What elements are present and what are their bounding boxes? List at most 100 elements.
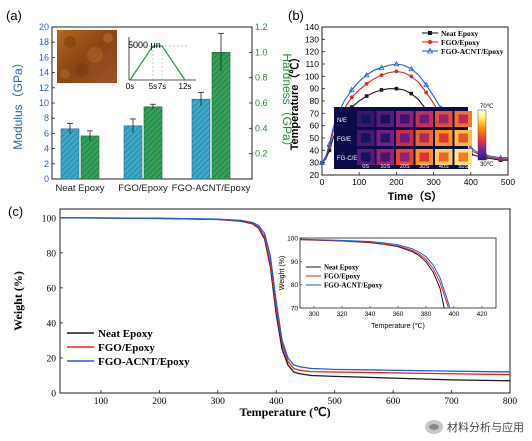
data-point-acnt: [378, 64, 385, 70]
legend-label: FGO/Epoxy: [441, 38, 480, 47]
x-tick-label: 800: [503, 397, 518, 407]
panel-c-plot-frame: [59, 208, 511, 394]
x-tick-label: 200: [152, 397, 167, 407]
legend-marker-fgo: [428, 40, 432, 44]
right-tick-label: 1.0: [255, 47, 268, 57]
inset-x-tick-label: 380: [421, 311, 432, 318]
y-tick-label: 100: [305, 71, 319, 81]
left-tick-label: 8: [44, 113, 49, 123]
inset-y-tick-label: 80: [291, 282, 299, 289]
y-tick-label: 0: [51, 390, 56, 400]
load-curve-time-ticks: 0s 5s 7s 12s: [126, 46, 191, 91]
afm-surface-image: [57, 30, 117, 83]
watermark-text: 材料分析与应用: [447, 421, 524, 434]
data-point-acnt: [393, 60, 400, 67]
data-point-neat: [394, 86, 399, 91]
thermal-sample: [439, 114, 449, 124]
panel-b-axes: 0 100 200 300 400 500 20 30 40 50 60 70 80 90 100 110 12…: [305, 22, 516, 187]
inset-xlabel: Temperature (℃): [371, 323, 425, 330]
y-tick-label: 70: [310, 108, 320, 118]
thermal-sample: [400, 114, 410, 124]
data-point-neat: [409, 91, 414, 96]
x-tick-label: 400: [464, 177, 478, 187]
panel-a-bar-chart: (a) 0 2 4 6 8 10 12 14 16 18 20 0.2 0.4 0.6 0.8 1.0 1.2…: [6, 8, 294, 194]
left-tick-label: 4: [44, 144, 49, 154]
legend-label: FGO/Epoxy: [98, 342, 155, 354]
panel-a-load-curve-inset: 5000 μn 0s 5s 7s 12s: [126, 37, 196, 91]
panel-a-left-axis: 0 2 4 6 8 10 12 14 16 18 20: [39, 22, 55, 184]
data-point-acnt: [497, 154, 504, 160]
inset-x-tick-label: 340: [365, 311, 376, 318]
panel-a-ylabel-modulus: Modulus（GPa）: [11, 56, 25, 149]
thermal-sample: [458, 133, 468, 143]
panel-a-label: (a): [6, 8, 22, 23]
thermal-color-scale: [477, 109, 487, 161]
inset-x-tick-label: 300: [309, 311, 320, 318]
data-point-fgo: [394, 69, 399, 74]
inset-axes: 300 320 340 360 380 400 420 70 80 90 100: [287, 236, 488, 319]
left-tick-label: 14: [39, 68, 49, 78]
modulus-bar: [191, 98, 211, 180]
inset-ylabel: Weight (%): [279, 256, 286, 291]
thermal-col-label: 0S: [362, 164, 369, 170]
hardness-bar: [143, 106, 163, 180]
y-tick-label: 40: [310, 145, 320, 155]
x-tick-label: 200: [389, 177, 403, 187]
panel-c-xlabel: Temperature (℃): [239, 405, 330, 419]
thermal-col-label: 50S: [458, 164, 468, 170]
thermal-row-label: N/E: [337, 118, 347, 124]
x-tick-label: 300: [211, 397, 226, 407]
inset-series: [299, 238, 451, 309]
watermark: 材料分析与应用: [425, 419, 524, 435]
category-label: FGO-ACNT/Epoxy: [172, 183, 251, 194]
thermal-col-label: 30S: [419, 164, 429, 170]
data-point-neat: [327, 148, 332, 153]
y-tick-label: 60: [310, 121, 320, 131]
thermal-sample: [439, 133, 449, 143]
panel-c-zoom-inset: 300 320 340 360 380 400 420 70 80 90 100 Neat Epox…: [279, 236, 497, 330]
data-point-acnt: [326, 140, 333, 147]
left-tick-label: 10: [39, 98, 49, 108]
panel-b-label: (b): [288, 8, 304, 23]
legend-label: FGO-ACNT/Epoxy: [98, 356, 190, 368]
panel-c-label: (c): [8, 204, 23, 219]
x-tick-label: 100: [352, 177, 366, 187]
hardness-bar: [80, 135, 100, 180]
y-tick-label: 90: [310, 84, 320, 94]
data-point-neat: [379, 88, 384, 92]
left-tick-label: 2: [44, 159, 49, 169]
panel-b-ylabel: Temperature（℃）: [288, 52, 301, 151]
thermal-sample: [380, 114, 390, 124]
data-point-fgo: [379, 73, 384, 77]
thermal-row-label: FG-C/E: [337, 156, 357, 162]
y-tick-label: 60: [47, 284, 57, 294]
category-label: Neat Epoxy: [55, 183, 104, 194]
y-tick-label: 50: [310, 133, 320, 143]
data-point-acnt: [319, 159, 325, 165]
thermal-row-label: FG/E: [337, 137, 351, 143]
left-tick-label: 0: [44, 174, 49, 184]
panel-a-right-axis: 0.2 0.4 0.6 0.8 1.0 1.2: [249, 22, 268, 159]
scale-min-label: 30℃: [480, 162, 494, 168]
y-tick-label: 120: [305, 47, 319, 57]
thermal-sample: [361, 114, 371, 124]
panel-c-ylabel: Weight (%): [11, 271, 25, 331]
panel-c-axes: 100 200 300 400 500 600 700 800 0 20 40 60 80 100: [42, 214, 518, 407]
thermal-sample: [400, 133, 410, 143]
inset-time-label: 0s: [126, 82, 134, 91]
thermal-sample: [380, 133, 390, 143]
thermal-sample: [439, 152, 449, 162]
load-curve-line: [129, 45, 186, 81]
data-point-fgo: [409, 74, 414, 79]
inset-y-tick-label: 90: [291, 259, 299, 266]
y-tick-label: 80: [47, 249, 57, 259]
inset-x-tick-label: 420: [477, 311, 488, 318]
thermal-sample: [380, 152, 390, 162]
panel-c-tga-chart: (c) 100 200 300 400 500 600 700 800020406080100…: [8, 204, 517, 419]
data-point-fgo: [349, 95, 354, 100]
thermal-image-inset: N/E FG/E FG-C/E 0S 10S 20S 30S 40S 50S: [334, 107, 472, 170]
right-tick-label: 0.2: [255, 149, 268, 159]
thermal-col-label: 20S: [400, 164, 410, 170]
y-tick-label: 100: [42, 214, 57, 224]
